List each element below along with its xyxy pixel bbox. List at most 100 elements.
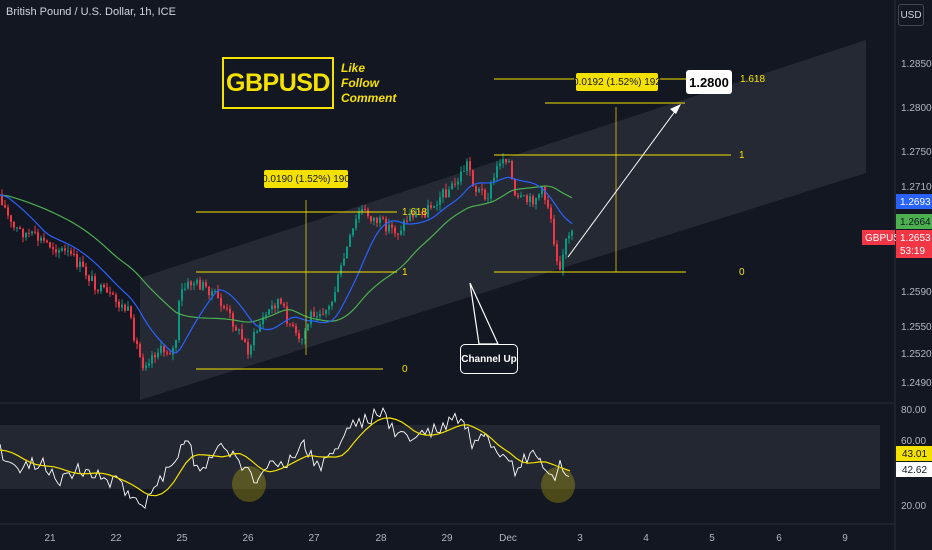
candle-body	[490, 182, 492, 199]
price-tick: 1.2710	[901, 182, 932, 193]
candle-body	[265, 314, 267, 317]
channel-up-callout: Channel Up	[460, 344, 518, 374]
currency-button[interactable]: USD	[898, 4, 924, 26]
candle-body	[28, 233, 30, 234]
candle-body	[385, 218, 387, 232]
rsi-axis[interactable]: 80.00 60.00 20.00	[901, 405, 926, 512]
candle-body	[304, 330, 306, 339]
candle-body	[460, 171, 462, 182]
candle-body	[151, 355, 153, 364]
candle-body	[382, 217, 384, 219]
measure-left-label: 0.0190 (1.52%) 190	[262, 174, 350, 185]
candle-body	[466, 161, 468, 171]
candle-body	[85, 266, 87, 276]
time-label: 25	[176, 533, 188, 544]
candle-body	[298, 333, 300, 339]
symbol-price-tag	[862, 230, 895, 245]
price-tick: 1.2520	[901, 349, 932, 360]
time-label: 28	[375, 533, 387, 544]
candle-body	[22, 229, 24, 238]
candle-body	[355, 219, 357, 229]
candle-body	[160, 345, 162, 353]
candle-body	[67, 250, 69, 252]
candle-body	[340, 265, 342, 275]
moving-average-slow	[0, 185, 573, 323]
time-label: 29	[441, 533, 453, 544]
time-label: 9	[842, 533, 848, 544]
candle-body	[514, 178, 516, 196]
candle-body	[43, 237, 45, 241]
candle-body	[271, 305, 273, 310]
candle-body	[325, 309, 327, 314]
candle-body	[565, 238, 567, 255]
channel-up-band	[140, 40, 866, 400]
candle-body	[175, 340, 177, 348]
candle-body	[253, 332, 255, 346]
candle-body	[142, 357, 144, 369]
candle-body	[445, 189, 447, 198]
candle-body	[88, 275, 90, 282]
candle-body	[286, 306, 288, 324]
candle-body	[13, 222, 15, 228]
candle-body	[217, 290, 219, 299]
time-axis[interactable]: 21 22 25 26 27 28 29 Dec 3 4 5 6 9	[44, 533, 848, 544]
price-axis[interactable]: 1.2850 1.2800 1.2750 1.2710 1.2590 1.255…	[901, 59, 932, 389]
price-tick: 1.2750	[901, 147, 932, 158]
candle-body	[550, 207, 552, 219]
rsi-ma-line	[0, 417, 571, 497]
candle-body	[31, 231, 33, 234]
candle-body	[547, 200, 549, 208]
candle-body	[115, 294, 117, 302]
fib-right-level-1: 1	[739, 150, 745, 161]
price-tick: 1.2800	[901, 103, 932, 114]
rsi-tick: 80.00	[901, 405, 926, 416]
candle-body	[559, 261, 561, 271]
candle-body	[244, 339, 246, 342]
candle-body	[427, 205, 429, 218]
candle-body	[499, 163, 501, 166]
candle-body	[535, 198, 537, 205]
candle-body	[1, 195, 3, 206]
fib-left-level-1: 1	[402, 267, 408, 278]
candle-body	[469, 161, 471, 171]
moving-average-fast	[0, 176, 573, 354]
candle-body	[238, 329, 240, 331]
candle-body	[127, 306, 129, 311]
candle-body	[403, 220, 405, 231]
candle-body	[361, 209, 363, 213]
candle-body	[442, 189, 444, 198]
candle-body	[484, 189, 486, 200]
symbol-price-tag-label: GBPUSD	[865, 233, 907, 244]
candle-body	[406, 220, 408, 222]
candle-body	[346, 246, 348, 259]
candle-body	[481, 189, 483, 190]
candle-body	[79, 261, 81, 268]
cta-comment: Comment	[341, 91, 397, 105]
candle-body	[49, 242, 51, 248]
candle-body	[37, 232, 39, 241]
candle-body	[163, 345, 165, 353]
candle-body	[190, 281, 192, 286]
candle-body	[61, 248, 63, 251]
ma-slow-price-tag	[896, 214, 932, 229]
candle-body	[520, 195, 522, 198]
symbol-title[interactable]: British Pound / U.S. Dollar, 1h, ICE	[6, 6, 176, 18]
candle-body	[439, 197, 441, 205]
candle-body	[208, 286, 210, 296]
candle-body	[82, 261, 84, 267]
candle-body	[571, 230, 573, 236]
cta-follow: Follow	[341, 76, 379, 90]
candle-body	[157, 352, 159, 358]
candle-body	[226, 307, 228, 309]
candle-body	[475, 186, 477, 192]
time-label: 22	[110, 533, 122, 544]
candle-body	[412, 213, 414, 218]
fib-left-level-1618: 1.618	[402, 207, 427, 218]
candle-body	[463, 170, 465, 172]
candle-body	[148, 363, 150, 366]
candle-body	[73, 253, 75, 255]
candle-body	[274, 305, 276, 309]
candle-body	[502, 159, 504, 164]
candle-body	[544, 186, 546, 200]
